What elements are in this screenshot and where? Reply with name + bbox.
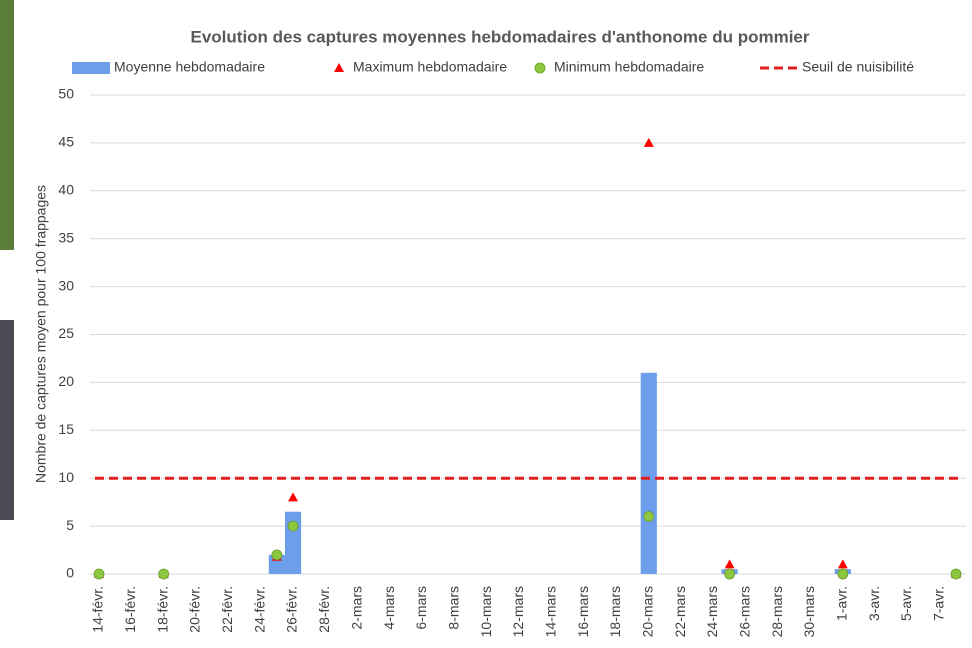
x-tick-label: 2-mars (348, 586, 364, 630)
x-tick-label: 26-févr. (284, 586, 300, 633)
x-tick-label: 24-mars (704, 586, 720, 637)
x-tick-label: 6-mars (413, 586, 429, 630)
y-tick-label: 20 (58, 373, 74, 389)
x-tick-label: 20-mars (639, 586, 655, 637)
max-marker (643, 137, 654, 147)
legend-swatch (534, 62, 546, 74)
y-tick-label: 30 (58, 277, 74, 293)
x-tick-label: 16-févr. (122, 586, 138, 633)
min-marker (271, 549, 283, 561)
x-tick-label: 4-mars (381, 586, 397, 630)
min-marker (287, 520, 299, 532)
min-marker (837, 568, 849, 580)
y-tick-label: 0 (66, 565, 74, 581)
x-tick-label: 10-mars (478, 586, 494, 637)
min-marker (724, 568, 736, 580)
min-marker (93, 568, 105, 580)
x-tick-label: 18-mars (607, 586, 623, 637)
x-tick-label: 5-avr. (898, 586, 914, 621)
x-tick-label: 3-avr. (866, 586, 882, 621)
x-tick-label: 20-févr. (187, 586, 203, 633)
x-tick-label: 14-févr. (90, 586, 106, 633)
x-tick-label: 24-févr. (251, 586, 267, 633)
x-tick-label: 28-mars (769, 586, 785, 637)
y-tick-label: 35 (58, 229, 74, 245)
y-tick-label: 25 (58, 325, 74, 341)
max-marker (837, 559, 848, 569)
x-tick-label: 7-avr. (931, 586, 947, 621)
legend-label: Minimum hebdomadaire (554, 59, 704, 75)
legend-swatch (334, 63, 344, 72)
y-tick-label: 5 (66, 517, 74, 533)
max-marker (288, 492, 299, 502)
x-tick-label: 18-févr. (154, 586, 170, 633)
y-tick-label: 50 (58, 86, 74, 102)
legend-label: Seuil de nuisibilité (802, 59, 914, 75)
y-axis-label: Nombre de captures moyen pour 100 frappa… (33, 185, 49, 483)
legend-swatch (72, 62, 110, 74)
y-tick-label: 45 (58, 134, 74, 150)
x-tick-label: 1-avr. (834, 586, 850, 621)
x-tick-label: 22-févr. (219, 586, 235, 633)
y-tick-label: 40 (58, 182, 74, 198)
bar (640, 372, 657, 574)
chart-title: Evolution des captures moyennes hebdomad… (191, 27, 810, 46)
x-tick-label: 26-mars (737, 586, 753, 637)
legend-label: Moyenne hebdomadaire (114, 59, 265, 75)
x-tick-label: 14-mars (542, 586, 558, 637)
y-tick-label: 10 (58, 469, 74, 485)
min-marker (643, 511, 655, 522)
x-tick-label: 28-févr. (316, 586, 332, 633)
max-marker (724, 559, 735, 569)
x-tick-label: 30-mars (801, 586, 817, 637)
min-marker (950, 568, 962, 580)
x-tick-label: 12-mars (510, 586, 526, 637)
legend-label: Maximum hebdomadaire (353, 59, 507, 75)
background-photo (0, 320, 14, 520)
background-photo (0, 0, 14, 250)
x-tick-label: 8-mars (445, 586, 461, 630)
min-marker (158, 568, 170, 580)
x-tick-label: 22-mars (672, 586, 688, 637)
y-tick-label: 15 (58, 421, 74, 437)
x-tick-label: 16-mars (575, 586, 591, 637)
